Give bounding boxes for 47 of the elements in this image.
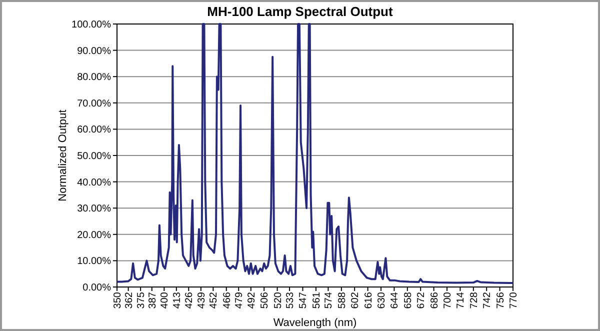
x-tick-label: 400 xyxy=(160,292,171,309)
y-tick-label: 0.00% xyxy=(82,282,112,294)
y-tick-label: 90.00% xyxy=(77,46,112,57)
x-tick-label: 644 xyxy=(390,292,401,309)
x-axis-title: Wavelength (nm) xyxy=(273,317,357,329)
y-tick-label: 80.00% xyxy=(77,72,112,84)
x-tick-label: 561 xyxy=(311,292,322,309)
x-tick-label: 728 xyxy=(468,292,480,309)
x-tick-label: 756 xyxy=(495,292,506,309)
y-tick-label: 30.00% xyxy=(77,204,112,215)
x-tick-label: 533 xyxy=(285,292,296,309)
x-tick-label: 588 xyxy=(336,292,348,309)
y-tick-label: 20.00% xyxy=(77,230,112,241)
x-tick-label: 439 xyxy=(196,292,208,309)
y-tick-label: 60.00% xyxy=(77,124,112,136)
x-tick-label: 479 xyxy=(234,292,246,309)
x-tick-label: 506 xyxy=(260,292,271,309)
y-tick-label: 10.00% xyxy=(77,256,112,268)
x-tick-label: 387 xyxy=(147,292,158,309)
x-tick-label: 742 xyxy=(482,292,494,309)
x-tick-label: 700 xyxy=(442,292,454,309)
x-tick-label: 602 xyxy=(350,292,362,309)
chart-title: MH-100 Lamp Spectral Output xyxy=(207,4,394,19)
line-series xyxy=(116,23,514,284)
x-tick-label: 375 xyxy=(136,292,148,309)
x-tick-label: 520 xyxy=(272,292,284,309)
x-tick-label: 413 xyxy=(172,292,183,309)
x-tick-label: 350 xyxy=(112,292,124,309)
y-tick-label: 50.00% xyxy=(77,151,112,162)
x-tick-label: 714 xyxy=(456,292,467,309)
x-tick-label: 672 xyxy=(416,292,428,309)
x-tick-label: 466 xyxy=(222,292,233,309)
y-tick-label: 70.00% xyxy=(77,98,112,110)
x-tick-label: 547 xyxy=(298,292,310,309)
y-tick-label: 40.00% xyxy=(77,177,112,188)
x-tick-label: 362 xyxy=(124,292,135,309)
x-tick-label: 492 xyxy=(246,292,258,309)
x-tick-label: 426 xyxy=(184,292,196,309)
x-tick-label: 452 xyxy=(208,292,220,309)
x-tick-label: 658 xyxy=(402,292,414,309)
x-tick-label: 616 xyxy=(363,292,374,309)
x-tick-label: 630 xyxy=(376,292,388,309)
x-tick-label: 770 xyxy=(508,292,520,309)
y-tick-label: 100.00% xyxy=(72,20,112,30)
y-axis-title: Normalized Output xyxy=(57,110,69,202)
x-tick-label: 686 xyxy=(429,292,440,309)
x-tick-label: 574 xyxy=(324,292,335,309)
